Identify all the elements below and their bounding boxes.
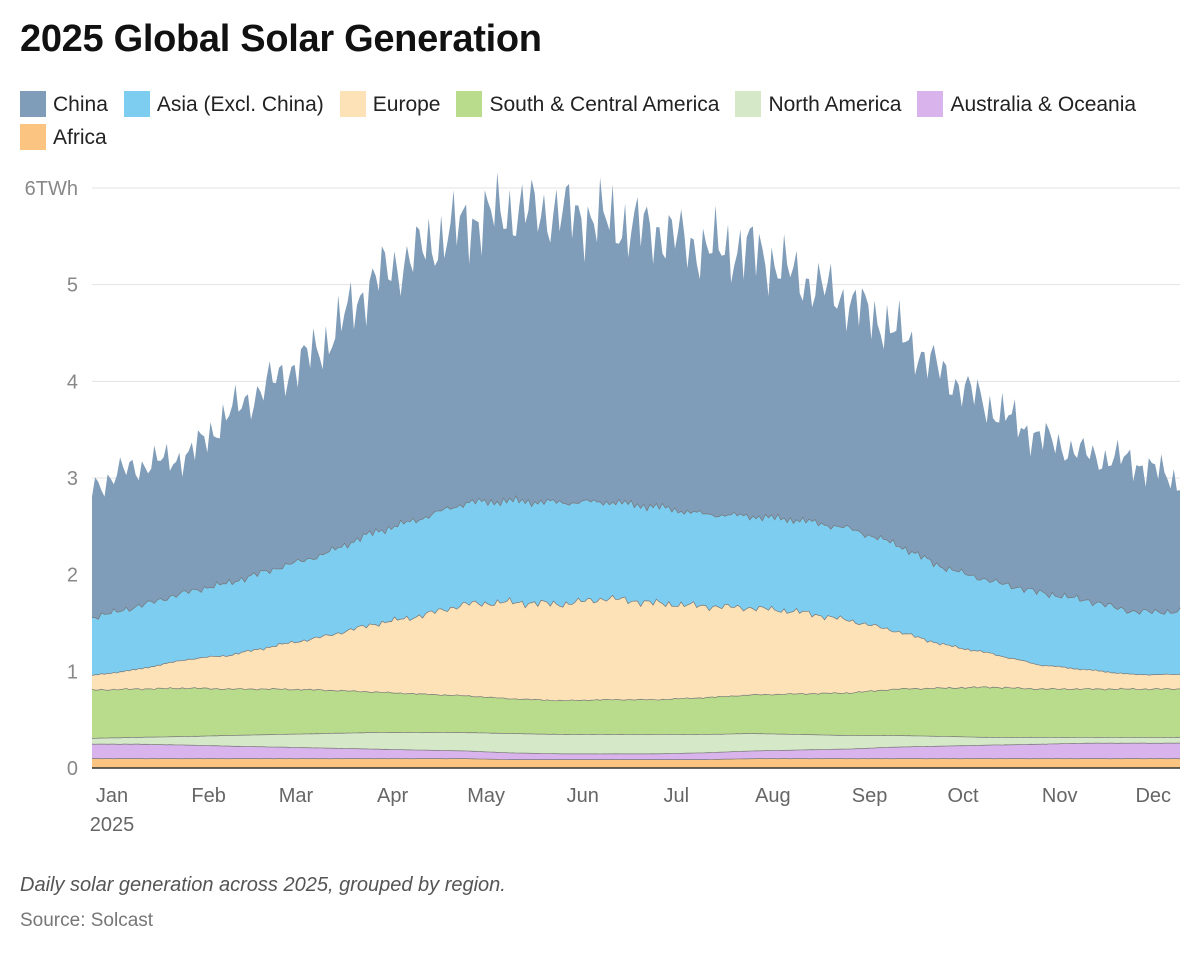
legend-item-europe[interactable]: Europe <box>339 88 441 121</box>
legend-swatch <box>456 91 483 117</box>
axes: 0 1 2 3 4 5 6TWh Jan 2025 Feb Mar Apr May Jun Jul Aug Se… <box>25 178 1180 836</box>
x-tick-label: Nov <box>1042 785 1078 807</box>
area-china <box>92 172 1180 619</box>
x-tick-label: May <box>467 785 505 807</box>
x-tick-label: Jan <box>96 785 128 807</box>
legend: China Asia (Excl. China) Europe South & Cen… <box>20 88 1180 154</box>
x-tick-label: Oct <box>948 785 980 807</box>
chart-caption: Daily solar generation across 2025, grou… <box>20 874 506 896</box>
legend-label: Australia & Oceania <box>950 93 1137 116</box>
y-tick-label: 0 <box>67 758 78 780</box>
x-tick-label: Feb <box>191 785 225 807</box>
legend-item-asia-excl-china[interactable]: Asia (Excl. China) <box>123 88 324 121</box>
x-tick-label: Jul <box>663 785 689 807</box>
x-tick-label: Aug <box>755 785 791 807</box>
legend-swatch <box>339 91 366 117</box>
legend-label: North America <box>768 93 902 116</box>
area-europe <box>92 594 1180 701</box>
x-tick-label: Jun <box>567 785 599 807</box>
chart-title: 2025 Global Solar Generation <box>20 18 542 60</box>
y-tick-label: 5 <box>67 275 78 297</box>
area-south-central-america <box>92 686 1180 739</box>
legend-label: Europe <box>372 93 441 116</box>
legend-swatch <box>123 91 150 117</box>
x-tick-label: Mar <box>279 785 314 807</box>
x-tick-sublabel: 2025 <box>90 814 135 836</box>
y-tick-label: 1 <box>67 661 78 683</box>
legend-item-australia-oceania[interactable]: Australia & Oceania <box>917 88 1136 121</box>
legend-swatch <box>735 91 762 117</box>
legend-label: Africa <box>53 126 107 149</box>
legend-label: China <box>53 93 108 116</box>
area-chart: 0 1 2 3 4 5 6TWh Jan 2025 Feb Mar Apr May Jun Jul Aug Se… <box>25 172 1181 836</box>
legend-label: South & Central America <box>489 93 720 116</box>
x-tick-label: Apr <box>377 785 408 807</box>
legend-swatch <box>917 91 944 117</box>
area-africa <box>92 758 1180 768</box>
y-tick-label: 4 <box>67 371 78 393</box>
legend-item-north-america[interactable]: North America <box>735 88 901 121</box>
x-tick-label: Dec <box>1135 785 1171 807</box>
chart-source: Source: Solcast <box>20 910 154 931</box>
stacked-areas <box>91 172 1181 768</box>
legend-item-china[interactable]: China <box>20 88 108 121</box>
legend-swatch <box>20 91 46 117</box>
legend-swatch <box>20 124 46 150</box>
area-asia-excl-china <box>92 495 1180 676</box>
legend-item-africa[interactable]: Africa <box>20 121 107 154</box>
x-tick-label: Sep <box>852 785 888 807</box>
legend-item-south-central-america[interactable]: South & Central America <box>456 88 719 121</box>
y-tick-label: 6TWh <box>25 178 78 200</box>
y-tick-label: 3 <box>67 468 78 490</box>
y-tick-label: 2 <box>67 565 78 587</box>
area-north-america <box>92 732 1180 754</box>
legend-label: Asia (Excl. China) <box>156 93 324 116</box>
